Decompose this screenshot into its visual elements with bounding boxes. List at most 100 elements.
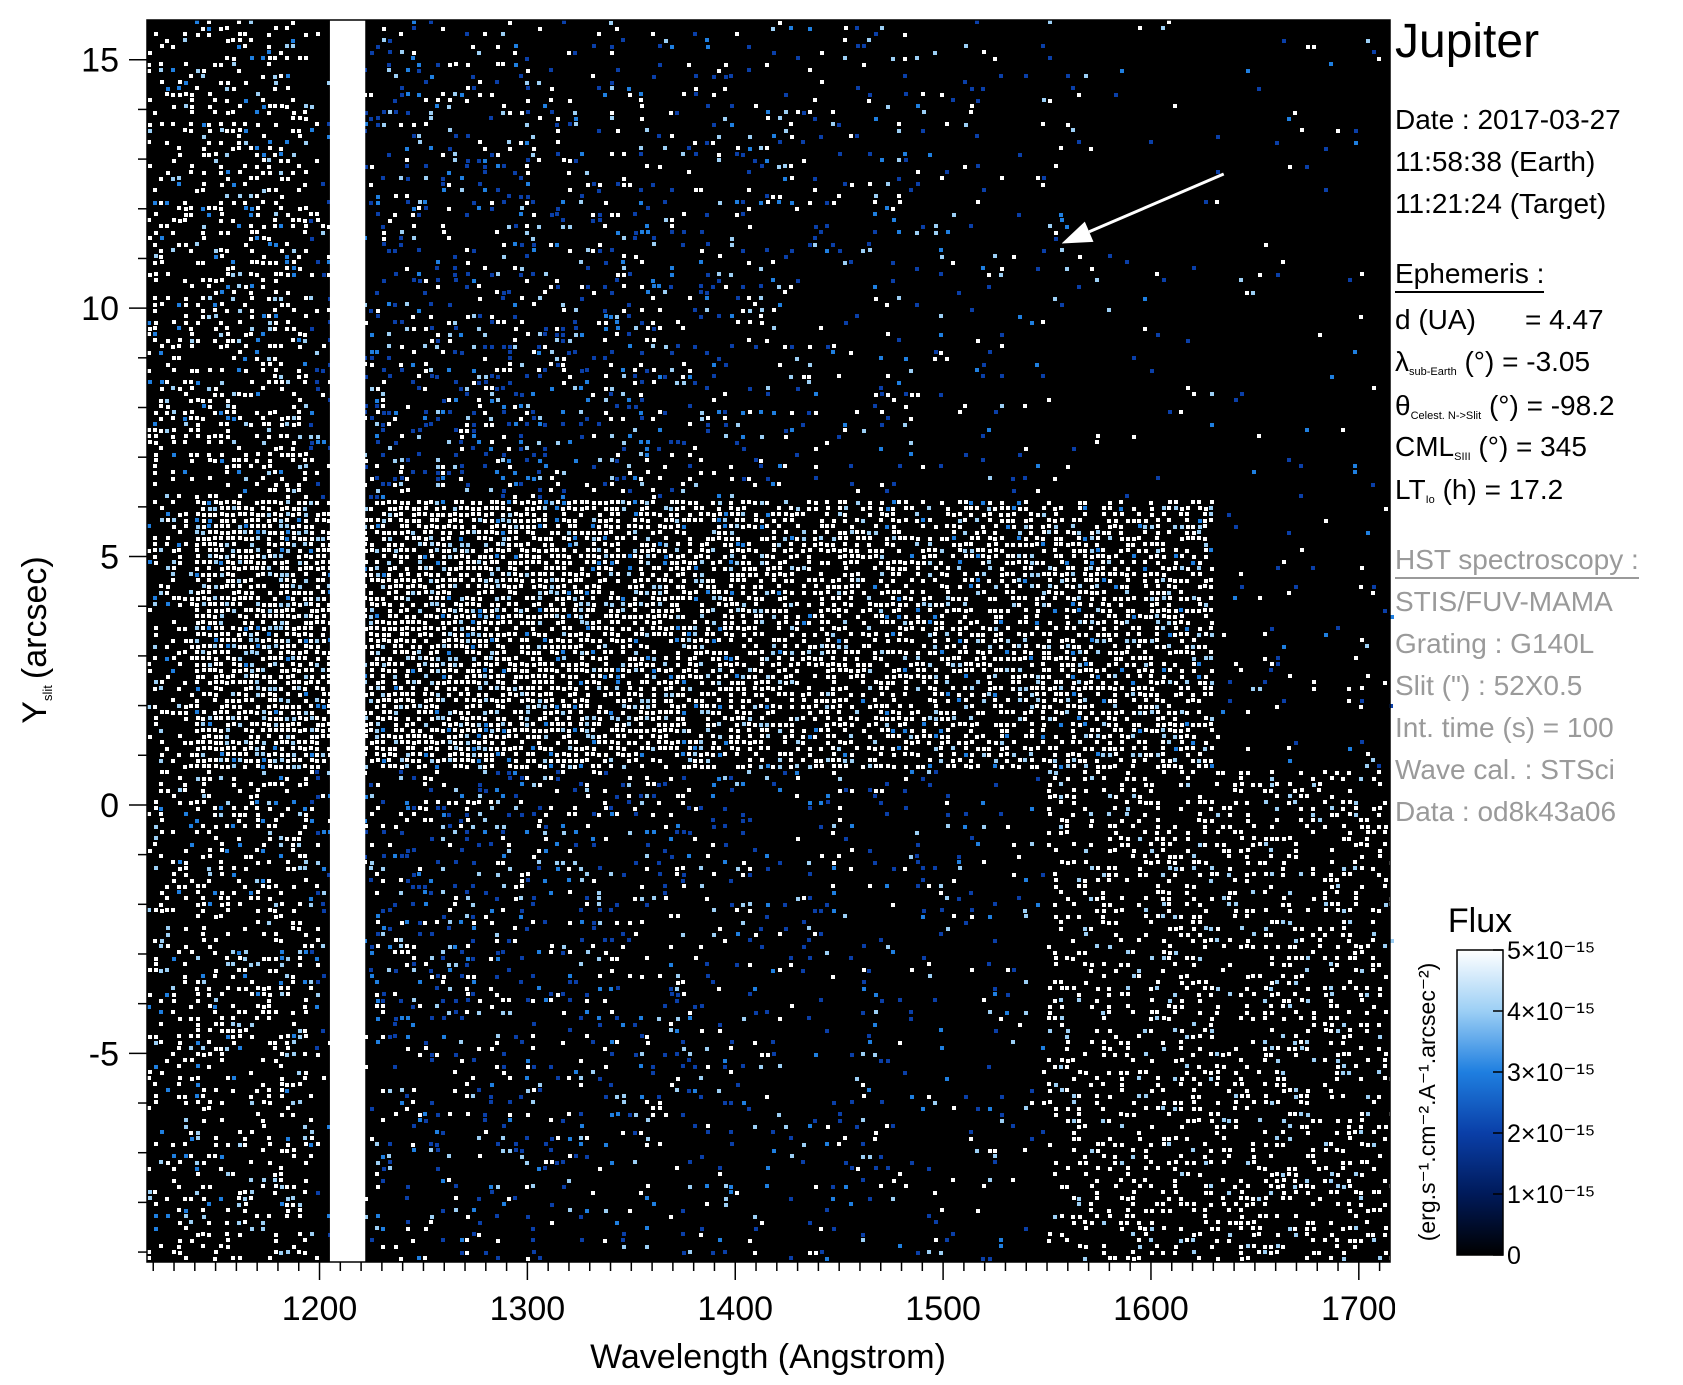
spectrum-pixel [327, 135, 331, 139]
spectrum-pixel [1275, 141, 1279, 145]
spectrum-pixel [387, 573, 391, 577]
spectrum-pixel [1060, 591, 1064, 595]
spectrum-pixel [520, 363, 524, 367]
spectrum-pixel [399, 518, 403, 522]
spectrum-pixel [808, 345, 812, 349]
spectrum-pixel [921, 465, 925, 469]
spectrum-pixel [862, 591, 866, 595]
spectrum-pixel [207, 20, 211, 24]
spectrum-pixel [525, 254, 529, 258]
spectrum-pixel [1036, 513, 1040, 517]
spectrum-pixel [393, 531, 397, 535]
spectrum-pixel [616, 500, 620, 504]
spectrum-pixel [400, 596, 404, 600]
spectrum-pixel [555, 123, 559, 127]
spectrum-pixel [634, 585, 638, 589]
spectrum-pixel [1102, 531, 1106, 535]
spectrum-pixel [1197, 500, 1201, 504]
spectrum-pixel [640, 518, 644, 522]
spectrum-pixel [610, 248, 614, 252]
spectrum-pixel [435, 104, 439, 108]
spectrum-pixel [724, 63, 728, 67]
spectrum-pixel [483, 536, 487, 540]
spectrum-pixel [580, 507, 584, 511]
spectrum-pixel [436, 573, 440, 577]
spectrum-pixel [309, 639, 313, 643]
spectrum-pixel [952, 524, 956, 528]
spectrum-pixel [736, 296, 740, 300]
spectrum-pixel [586, 608, 590, 612]
spectrum-pixel [525, 458, 529, 462]
spectrum-pixel [658, 620, 662, 624]
spectrum-pixel [519, 561, 523, 565]
spectrum-pixel [555, 578, 559, 582]
spectrum-pixel [742, 603, 746, 607]
spectrum-pixel [508, 566, 512, 570]
spectrum-pixel [285, 590, 289, 594]
spectrum-pixel [688, 296, 692, 300]
spectrum-pixel [255, 273, 259, 277]
spectrum-pixel [897, 500, 901, 504]
spectrum-pixel [681, 638, 685, 642]
spectrum-pixel [574, 333, 578, 337]
spectrum-pixel [225, 194, 229, 198]
spectrum-pixel [969, 224, 973, 228]
spectrum-pixel [963, 615, 967, 619]
spectrum-pixel [232, 597, 236, 601]
spectrum-pixel [1179, 590, 1183, 594]
spectrum-pixel [1209, 585, 1213, 589]
spectrum-pixel [477, 626, 481, 630]
spectrum-pixel [1048, 632, 1052, 636]
spectrum-pixel [435, 518, 439, 522]
spectrum-pixel [1125, 620, 1129, 624]
spectrum-pixel [465, 248, 469, 252]
spectrum-pixel [1324, 633, 1328, 637]
spectrum-pixel [225, 153, 229, 157]
spectrum-pixel [1005, 590, 1009, 594]
spectrum-pixel [190, 369, 194, 373]
spectrum-pixel [789, 603, 793, 607]
spectrum-pixel [610, 632, 614, 636]
spectrum-pixel [772, 543, 776, 547]
spectrum-pixel [249, 272, 253, 276]
spectrum-pixel [1312, 45, 1316, 49]
spectrum-pixel [933, 548, 937, 552]
spectrum-pixel [466, 272, 470, 276]
spectrum-pixel [375, 566, 379, 570]
spectrum-pixel [772, 566, 776, 570]
spectrum-pixel [645, 543, 649, 547]
spectrum-pixel [879, 603, 883, 607]
spectrum-pixel [892, 482, 896, 486]
spectrum-pixel [315, 639, 319, 643]
spectrum-pixel [958, 519, 962, 523]
spectrum-pixel [196, 321, 200, 325]
spectrum-pixel [585, 585, 589, 589]
spectrum-pixel [250, 260, 254, 264]
spectrum-pixel [783, 549, 787, 553]
spectrum-pixel [220, 596, 224, 600]
spectrum-pixel [430, 524, 434, 528]
spectrum-pixel [526, 182, 530, 186]
spectrum-pixel [466, 530, 470, 534]
spectrum-pixel [190, 93, 194, 97]
spectrum-pixel [688, 404, 692, 408]
spectrum-pixel [477, 530, 481, 534]
spectrum-pixel [490, 207, 494, 211]
spectrum-pixel [730, 243, 734, 247]
spectrum-pixel [628, 272, 632, 276]
spectrum-pixel [369, 615, 373, 619]
spectrum-pixel [1000, 536, 1004, 540]
spectrum-pixel [495, 470, 499, 474]
spectrum-pixel [442, 525, 446, 529]
spectrum-pixel [850, 578, 854, 582]
spectrum-pixel [159, 249, 163, 253]
spectrum-pixel [1095, 584, 1099, 588]
spectrum-pixel [525, 512, 529, 516]
spectrum-pixel [771, 482, 775, 486]
spectrum-pixel [1083, 537, 1087, 541]
spectrum-pixel [561, 333, 565, 337]
spectrum-pixel [813, 243, 817, 247]
spectrum-pixel [675, 548, 679, 552]
spectrum-pixel [279, 603, 283, 607]
spectrum-pixel [693, 573, 697, 577]
